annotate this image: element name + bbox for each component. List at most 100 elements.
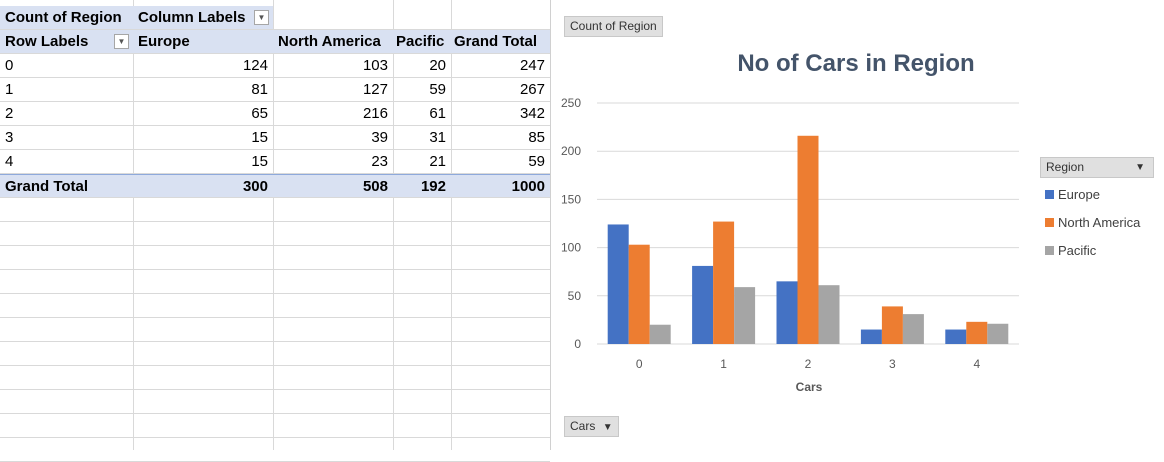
header-europe[interactable]: Europe [133,30,273,53]
legend-item-europe[interactable]: Europe [1045,187,1100,203]
header-pacific[interactable]: Pacific [393,30,451,53]
x-tick-label: 0 [636,357,643,371]
table-row: 2 65 216 61 342 [0,102,550,126]
row-label[interactable]: 1 [5,81,14,98]
empty-row [0,294,550,318]
legend-swatch [1045,190,1054,200]
column-labels-filter-icon[interactable]: ▼ [254,10,269,25]
table-row: 4 15 23 21 59 [0,150,550,174]
y-tick-label: 150 [561,192,581,206]
x-axis-title: Cars [796,380,823,394]
header-north-america[interactable]: North America [273,30,393,53]
legend-field-label: Region [1046,160,1085,174]
legend-label: Europe [1058,187,1100,202]
cell-north-america[interactable]: 23 [371,153,388,170]
empty-row [0,342,550,366]
column-labels-text: Column Labels [138,9,246,26]
x-tick-label: 4 [973,357,980,371]
bar[interactable] [713,221,735,344]
pivot-header-row-1: Count of Region Column Labels ▼ [0,6,550,30]
y-tick-label: 250 [561,96,581,110]
cell-north-america[interactable]: 127 [362,81,388,98]
pivot-header-row-2: Row Labels ▼ Europe North America Pacifi… [0,30,550,54]
cell-europe[interactable]: 65 [251,105,268,122]
cell-grand-total[interactable]: 59 [528,153,545,170]
empty-row [0,270,550,294]
cell-grand-total[interactable]: 85 [528,129,545,146]
y-tick-label: 0 [574,337,581,351]
legend-item-north-america[interactable]: North America [1045,215,1140,231]
bar[interactable] [776,281,798,344]
bar[interactable] [966,321,988,344]
y-tick-label: 200 [561,144,581,158]
legend-swatch [1045,246,1054,256]
cell-pacific[interactable]: 20 [429,57,446,74]
cell-north-america[interactable]: 103 [362,57,388,74]
column-labels-cell[interactable]: Column Labels ▼ [133,6,273,29]
cell-europe[interactable]: 15 [251,153,268,170]
cell-pacific[interactable]: 31 [429,129,446,146]
table-row: 0 124 103 20 247 [0,54,550,78]
empty-row [0,366,550,390]
x-tick-label: 3 [889,357,896,371]
row-label[interactable]: 2 [5,105,14,122]
legend-item-pacific[interactable]: Pacific [1045,243,1096,259]
bar[interactable] [902,314,924,344]
bar[interactable] [692,265,714,344]
bar[interactable] [797,135,819,344]
grand-total-europe[interactable]: 300 [133,174,273,197]
pivot-table-grid: Count of Region Column Labels ▼ Row Labe… [0,0,550,462]
empty-row [0,318,550,342]
legend-swatch [1045,218,1054,228]
axis-field-button[interactable]: Cars ▼ [564,416,619,437]
row-labels-filter-icon[interactable]: ▼ [114,34,129,49]
empty-row [0,438,550,462]
count-of-region-label[interactable]: Count of Region [0,6,133,29]
axis-field-label: Cars [570,419,596,433]
cell-pacific[interactable]: 59 [429,81,446,98]
cell-grand-total[interactable]: 342 [519,105,545,122]
chart-title[interactable]: No of Cars in Region [737,50,975,77]
cell-europe[interactable]: 124 [242,57,268,74]
row-label[interactable]: 0 [5,57,14,74]
bar[interactable] [987,323,1009,344]
table-row: 1 81 127 59 267 [0,78,550,102]
chevron-down-icon: ▼ [602,422,613,433]
cell-grand-total[interactable]: 247 [519,57,545,74]
bar[interactable] [945,329,967,344]
cell-grand-total[interactable]: 267 [519,81,545,98]
row-label[interactable]: 3 [5,129,14,146]
empty-row [0,198,550,222]
cell-north-america[interactable]: 216 [362,105,388,122]
cell-europe[interactable]: 15 [251,129,268,146]
row-labels-text: Row Labels [5,33,89,50]
bar[interactable] [860,329,882,344]
header-grand-total[interactable]: Grand Total [451,30,550,53]
row-label[interactable]: 4 [5,153,14,170]
cell-pacific[interactable]: 61 [429,105,446,122]
value-field-button[interactable]: Count of Region [564,16,663,37]
cell-north-america[interactable]: 39 [371,129,388,146]
grand-total-total[interactable]: 1000 [451,174,550,197]
bar[interactable] [881,306,903,344]
cell-pacific[interactable]: 21 [429,153,446,170]
bar[interactable] [734,287,756,344]
grand-total-north-america[interactable]: 508 [273,174,393,197]
bar[interactable] [607,224,629,344]
cell-europe[interactable]: 81 [251,81,268,98]
legend-field-button[interactable]: Region ▼ [1040,157,1154,178]
grand-total-pacific[interactable]: 192 [393,174,451,197]
pivot-chart[interactable]: Count of Region No of Cars in Region 0 50… [550,0,1164,450]
table-row: 3 15 39 31 85 [0,126,550,150]
chart-canvas: 0 50 100 150 200 250 0 1 2 3 4 Cars [561,96,1019,394]
empty-row [0,414,550,438]
empty-row [0,222,550,246]
bar[interactable] [818,285,840,344]
row-labels-cell[interactable]: Row Labels ▼ [0,30,133,53]
y-tick-label: 50 [568,289,582,303]
bar[interactable] [649,324,671,344]
legend-label: Pacific [1058,243,1097,258]
bar[interactable] [628,244,650,344]
empty-row [0,390,550,414]
grand-total-label[interactable]: Grand Total [0,174,133,197]
